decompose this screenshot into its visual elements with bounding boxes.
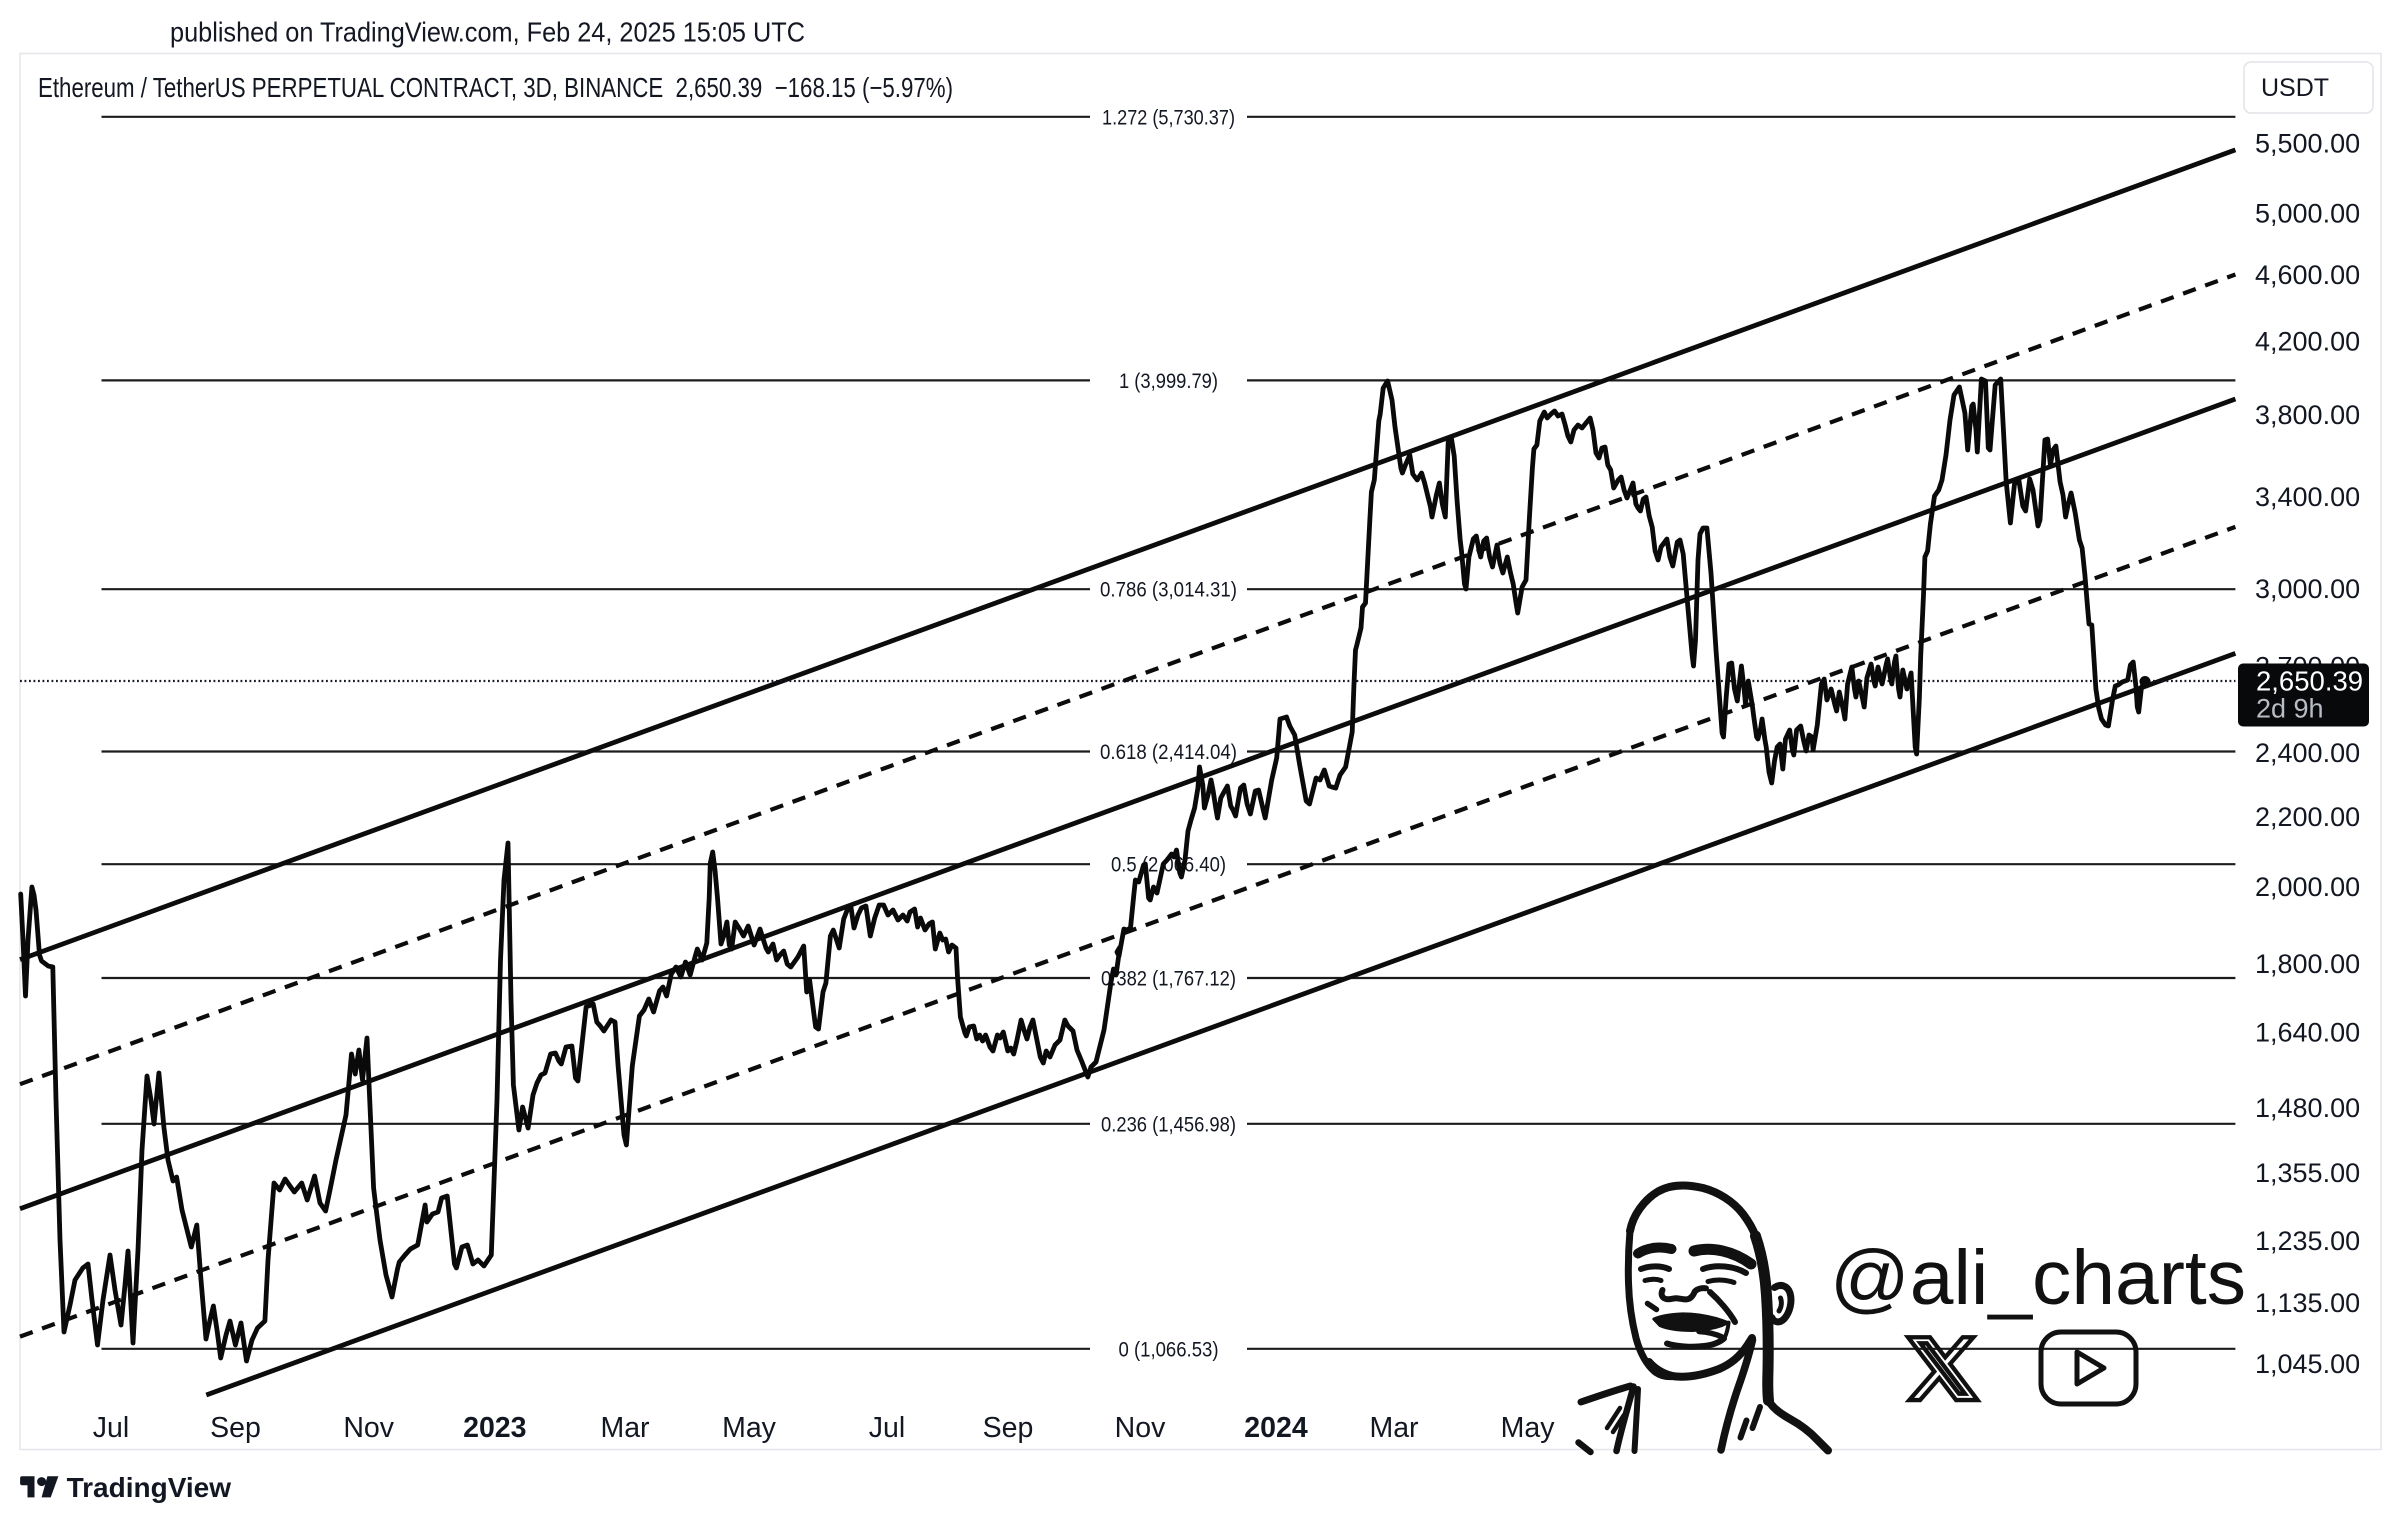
svg-text:5,500.00: 5,500.00 — [2255, 129, 2360, 159]
svg-text:Mar: Mar — [1369, 1412, 1419, 1444]
svg-text:@ali_charts: @ali_charts — [1830, 1235, 2246, 1321]
svg-text:1,045.00: 1,045.00 — [2255, 1349, 2360, 1379]
svg-text:1.272 (5,730.37): 1.272 (5,730.37) — [1102, 105, 1235, 129]
svg-text:Jul: Jul — [869, 1412, 905, 1444]
svg-text:1,235.00: 1,235.00 — [2255, 1226, 2360, 1256]
svg-text:0.236 (1,456.98): 0.236 (1,456.98) — [1101, 1112, 1236, 1136]
svg-text:2,400.00: 2,400.00 — [2255, 738, 2360, 768]
svg-text:4,200.00: 4,200.00 — [2255, 327, 2360, 357]
svg-text:1 (3,999.79): 1 (3,999.79) — [1119, 369, 1218, 393]
svg-text:1,800.00: 1,800.00 — [2255, 949, 2360, 979]
svg-text:USDT: USDT — [2261, 74, 2329, 102]
svg-text:published on TradingView.com,: published on TradingView.com, Feb 24, 20… — [170, 17, 805, 48]
svg-text:0.618 (2,414.04): 0.618 (2,414.04) — [1100, 740, 1237, 764]
svg-text:2,000.00: 2,000.00 — [2255, 872, 2360, 902]
svg-text:Sep: Sep — [210, 1412, 261, 1444]
svg-text:2023: 2023 — [463, 1412, 526, 1444]
svg-text:Sep: Sep — [983, 1412, 1034, 1444]
svg-text:Nov: Nov — [343, 1412, 394, 1444]
svg-text:May: May — [722, 1412, 777, 1444]
svg-text:2,200.00: 2,200.00 — [2255, 802, 2360, 832]
svg-text:Mar: Mar — [600, 1412, 650, 1444]
svg-text:3,800.00: 3,800.00 — [2255, 400, 2360, 430]
svg-text:5,000.00: 5,000.00 — [2255, 199, 2360, 229]
svg-text:Jul: Jul — [93, 1412, 129, 1444]
svg-text:1,135.00: 1,135.00 — [2255, 1288, 2360, 1318]
svg-text:TradingView: TradingView — [67, 1472, 232, 1503]
svg-text:1,355.00: 1,355.00 — [2255, 1158, 2360, 1188]
svg-text:May: May — [1501, 1412, 1556, 1444]
svg-text:2,650.39: 2,650.39 — [2256, 666, 2363, 697]
svg-text:0.786 (3,014.31): 0.786 (3,014.31) — [1100, 578, 1237, 602]
svg-text:0.382 (1,767.12): 0.382 (1,767.12) — [1101, 967, 1236, 991]
svg-text:1,480.00: 1,480.00 — [2255, 1093, 2360, 1123]
svg-text:1,640.00: 1,640.00 — [2255, 1018, 2360, 1048]
svg-text:2d 9h: 2d 9h — [2256, 694, 2324, 724]
svg-text:3,400.00: 3,400.00 — [2255, 482, 2360, 512]
svg-text:Ethereum / TetherUS PERPETUAL: Ethereum / TetherUS PERPETUAL CONTRACT, … — [38, 72, 953, 103]
svg-text:3,000.00: 3,000.00 — [2255, 574, 2360, 604]
svg-text:4,600.00: 4,600.00 — [2255, 260, 2360, 290]
svg-text:2024: 2024 — [1244, 1412, 1308, 1444]
svg-text:0 (1,066.53): 0 (1,066.53) — [1119, 1337, 1219, 1361]
svg-text:Nov: Nov — [1115, 1412, 1166, 1444]
